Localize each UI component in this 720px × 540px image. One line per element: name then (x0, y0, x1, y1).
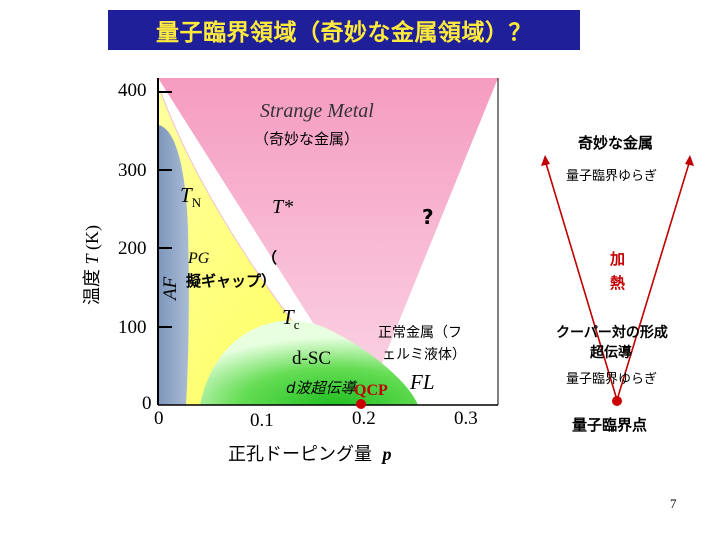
right-arrow-line (616, 159, 691, 401)
y-label-unit: (K) (82, 224, 102, 250)
pg-label: PG (188, 250, 210, 267)
tn-symbol: T (180, 183, 192, 207)
y-tick-label-200: 200 (118, 238, 147, 259)
tc-label: Tc (282, 305, 299, 333)
tc-symbol: T (282, 305, 294, 329)
left-arrow-head (541, 155, 550, 166)
normal-metal-label-2: ェルミ液体） (382, 347, 466, 363)
x-tick-label-0.3: 0.3 (454, 408, 478, 429)
heating-char-2: 熱 (610, 274, 626, 292)
y-label-sym: T (82, 254, 102, 265)
tc-subscript: c (293, 317, 300, 333)
qcp-label: QCP (354, 382, 388, 399)
x-tick-label-0.1: 0.1 (250, 410, 274, 431)
x-tick-label-0.2: 0.2 (352, 408, 376, 429)
y-tick-label-300: 300 (118, 160, 147, 181)
side-qcp-label: 量子臨界点 (572, 416, 648, 434)
left-arrow-line (544, 159, 618, 401)
tstar-label: T* (272, 196, 294, 218)
question-mark: ? (422, 205, 434, 229)
title-bar: 量子臨界領域（奇妙な金属領域）？ (108, 10, 580, 50)
heating-char-1: 加 (610, 250, 626, 268)
page-number: 7 (670, 496, 677, 511)
tn-label: TN (180, 183, 201, 211)
side-fluct-bottom: 量子臨界ゆらぎ (566, 372, 658, 387)
sc-dome (200, 320, 418, 405)
side-cooper-1: クーパー対の形成 (556, 325, 668, 341)
y-tick-label-0: 0 (142, 393, 152, 414)
strange-metal-region (158, 78, 498, 405)
af-region (158, 125, 189, 405)
pseudogap-region (158, 90, 365, 405)
side-qcp-dot (612, 396, 622, 406)
side-cooper-2: 超伝導 (590, 345, 632, 361)
fl-label: FL (410, 370, 435, 394)
y-axis-label: 温度 T (K) (78, 205, 114, 305)
x-label-sym: p (382, 444, 392, 464)
y-tick-label-400: 400 (118, 80, 147, 101)
right-arrow-head (685, 155, 694, 166)
slide-title: 量子臨界領域（奇妙な金属領域）？ (156, 20, 532, 46)
af-label: AF (160, 276, 181, 300)
tn-subscript: N (191, 195, 202, 211)
side-top-label: 奇妙な金属 (578, 134, 654, 152)
x-tick-label-0: 0 (154, 408, 164, 429)
dsc-jp-label: d波超伝導 (286, 379, 356, 397)
side-fluct-top: 量子臨界ゆらぎ (566, 169, 658, 184)
qcp-dot (356, 399, 366, 409)
x-label-jp: 正孔ドーピング量 (228, 444, 372, 465)
pg-paren: （ (262, 249, 278, 267)
y-label-jp: 温度 (82, 269, 103, 305)
pseudogap-jp-label: 擬ギャップ） (186, 272, 277, 290)
strange-metal-jp-label: （奇妙な金属） (254, 130, 360, 148)
strange-metal-label: Strange Metal (260, 100, 374, 122)
dsc-label: d-SC (292, 348, 332, 369)
x-axis-label: 正孔ドーピング量 p (228, 440, 392, 466)
normal-metal-label-1: 正常金属（フ (378, 325, 462, 341)
y-tick-label-100: 100 (118, 317, 147, 338)
